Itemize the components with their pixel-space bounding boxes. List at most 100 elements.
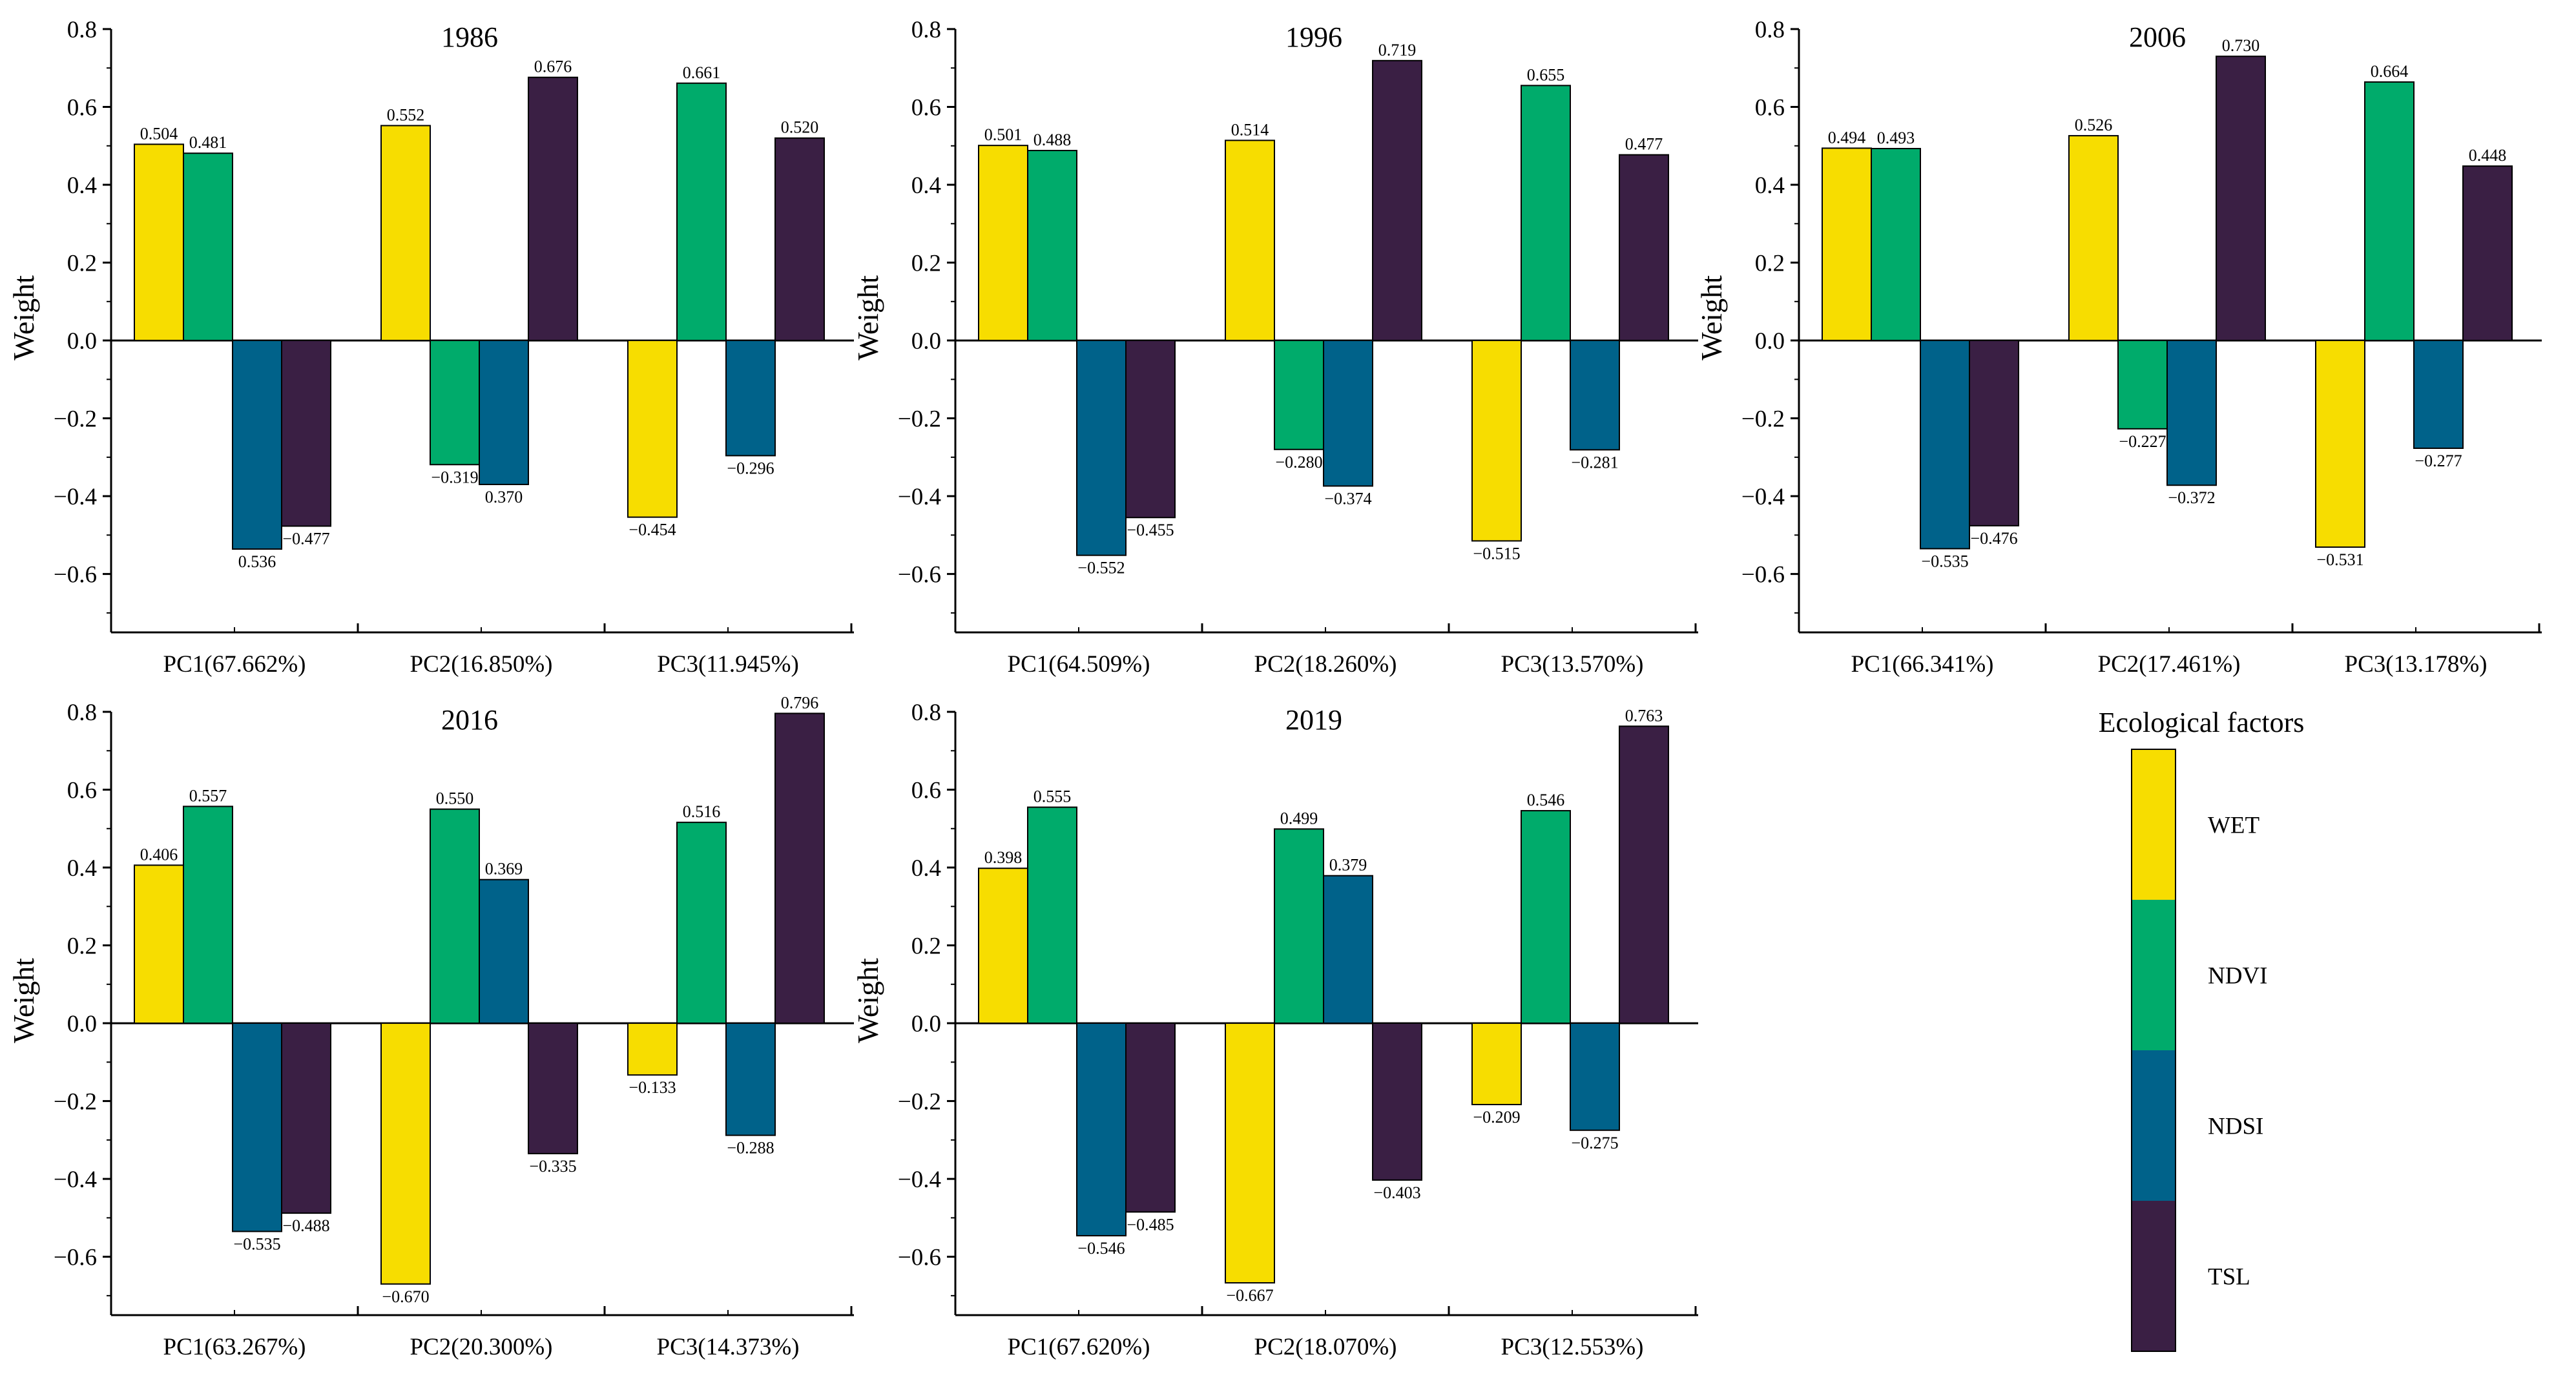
y-tick-label: 0.4 xyxy=(911,172,941,199)
bar-wet xyxy=(134,864,184,1024)
bar-wet xyxy=(1471,1023,1522,1106)
data-label: 0.676 xyxy=(534,57,572,76)
x-tick-label: PC3(13.178%) xyxy=(2345,651,2488,678)
data-label: −0.209 xyxy=(1473,1108,1520,1127)
data-label: −0.133 xyxy=(628,1078,676,1097)
data-label: 0.481 xyxy=(189,133,227,152)
data-label: 0.514 xyxy=(1231,120,1269,139)
legend-swatch-wet xyxy=(2132,749,2176,900)
bar-tsl xyxy=(1372,59,1422,342)
legend-label-tsl: TSL xyxy=(2208,1264,2250,1291)
chart-panel-1996: 1996 Weight 0.8 0.6 0.4 0.2 0.0 −0.2 −0.4 −0.6 0.5… xyxy=(851,17,1698,678)
legend-label-ndsi: NDSI xyxy=(2208,1114,2263,1140)
bar-ndvi xyxy=(2364,81,2415,342)
bar-wet xyxy=(627,1023,678,1076)
data-label: −0.319 xyxy=(431,468,478,486)
y-tick-label: −0.2 xyxy=(54,1089,97,1116)
data-label: 0.370 xyxy=(485,488,523,506)
data-label: 0.520 xyxy=(781,118,819,137)
y-tick-label: 0.2 xyxy=(67,933,97,960)
bar-ndsi xyxy=(232,340,282,550)
data-label: −0.535 xyxy=(233,1234,280,1253)
data-label: −0.535 xyxy=(1921,552,1968,570)
data-label: −0.670 xyxy=(382,1287,429,1306)
bar-ndvi xyxy=(676,822,727,1024)
y-tick-label: −0.6 xyxy=(898,1245,941,1271)
data-label: 0.494 xyxy=(1828,128,1866,147)
legend-swatch-ndvi xyxy=(2132,900,2176,1050)
data-label: −0.288 xyxy=(727,1139,774,1158)
y-tick-label: −0.6 xyxy=(898,562,941,588)
data-label: 0.504 xyxy=(140,124,178,143)
y-tick-label: −0.2 xyxy=(54,406,97,433)
y-tick-label: 0.0 xyxy=(911,328,941,355)
bar-wet xyxy=(2068,135,2119,342)
data-label: −0.476 xyxy=(1970,529,2017,548)
x-tick-label: PC2(18.070%) xyxy=(1254,1334,1397,1360)
chart-title: 2016 xyxy=(441,704,498,736)
bar-wet xyxy=(1822,147,1872,342)
x-tick-label: PC2(16.850%) xyxy=(410,651,553,678)
data-label: −0.227 xyxy=(2119,432,2166,451)
bar-ndvi xyxy=(676,82,727,342)
data-label: −0.280 xyxy=(1275,453,1322,472)
data-label: −0.531 xyxy=(2316,550,2363,569)
y-axis-label: Weight xyxy=(7,275,40,360)
bar-ndsi xyxy=(1076,340,1127,556)
chart-title: 1996 xyxy=(1285,21,1342,53)
y-tick-label: 0.8 xyxy=(911,17,941,43)
legend-swatch-ndsi xyxy=(2132,1050,2176,1201)
data-label: −0.374 xyxy=(1324,489,1371,508)
bar-tsl xyxy=(774,712,825,1024)
y-tick-label: 0.4 xyxy=(67,172,97,199)
data-label: 0.552 xyxy=(387,105,425,124)
x-tick-label: PC1(63.267%) xyxy=(163,1334,306,1360)
x-tick-label: PC3(13.570%) xyxy=(1501,651,1644,678)
x-tick-label: PC1(67.620%) xyxy=(1008,1334,1150,1360)
data-label: −0.477 xyxy=(282,529,329,548)
data-label: −0.552 xyxy=(1077,559,1125,577)
y-tick-label: −0.4 xyxy=(54,1167,97,1193)
chart-title: 2019 xyxy=(1285,704,1342,736)
data-label: −0.515 xyxy=(1473,544,1520,563)
data-label: 0.763 xyxy=(1625,706,1663,725)
data-label: 0.516 xyxy=(683,802,721,821)
data-label: −0.335 xyxy=(529,1157,576,1176)
bar-ndsi xyxy=(2413,340,2464,449)
y-tick-label: 0.0 xyxy=(67,1011,97,1037)
y-tick-label: 0.4 xyxy=(911,855,941,882)
bar-wet xyxy=(978,145,1028,342)
bar-ndvi xyxy=(2117,340,2168,430)
chart-panel-1986: 1986 Weight 0.8 0.6 0.4 0.2 0.0 −0.2 −0.4 −0.6 0.5… xyxy=(7,17,854,678)
y-tick-label: −0.6 xyxy=(1741,562,1785,588)
data-label: −0.485 xyxy=(1127,1215,1174,1234)
legend-label-ndvi: NDVI xyxy=(2208,963,2267,990)
x-tick-label: PC1(66.341%) xyxy=(1851,651,1994,678)
bar-tsl xyxy=(2462,165,2513,342)
chart-panel-2016: 2016 Weight 0.8 0.6 0.4 0.2 0.0 −0.2 −0.4 −0.6 0.4… xyxy=(7,693,854,1360)
y-tick-label: −0.4 xyxy=(1741,484,1785,510)
y-axis-label: Weight xyxy=(7,958,40,1043)
bar-wet xyxy=(2315,340,2365,548)
data-label: 0.499 xyxy=(1280,809,1318,827)
bar-ndsi xyxy=(1323,340,1373,487)
y-tick-label: 0.6 xyxy=(1755,95,1785,121)
bar-ndsi xyxy=(2166,340,2217,486)
y-tick-label: 0.4 xyxy=(1755,172,1785,199)
y-tick-label: 0.6 xyxy=(67,778,97,804)
data-label: 0.406 xyxy=(140,845,178,864)
y-tick-label: 0.0 xyxy=(1755,328,1785,355)
y-tick-label: 0.4 xyxy=(67,855,97,882)
data-label: 0.536 xyxy=(238,552,276,571)
data-label: −0.546 xyxy=(1077,1239,1125,1258)
bar-wet xyxy=(627,340,678,518)
bar-ndsi xyxy=(1570,1023,1620,1131)
bar-ndvi xyxy=(1274,340,1324,450)
bar-tsl xyxy=(528,76,578,342)
data-label: 0.379 xyxy=(1329,856,1367,875)
bar-tsl xyxy=(1125,1023,1176,1213)
x-tick-label: PC1(64.509%) xyxy=(1008,651,1150,678)
data-label: −0.403 xyxy=(1373,1183,1420,1202)
x-tick-label: PC2(18.260%) xyxy=(1254,651,1397,678)
data-label: 0.655 xyxy=(1527,65,1565,84)
